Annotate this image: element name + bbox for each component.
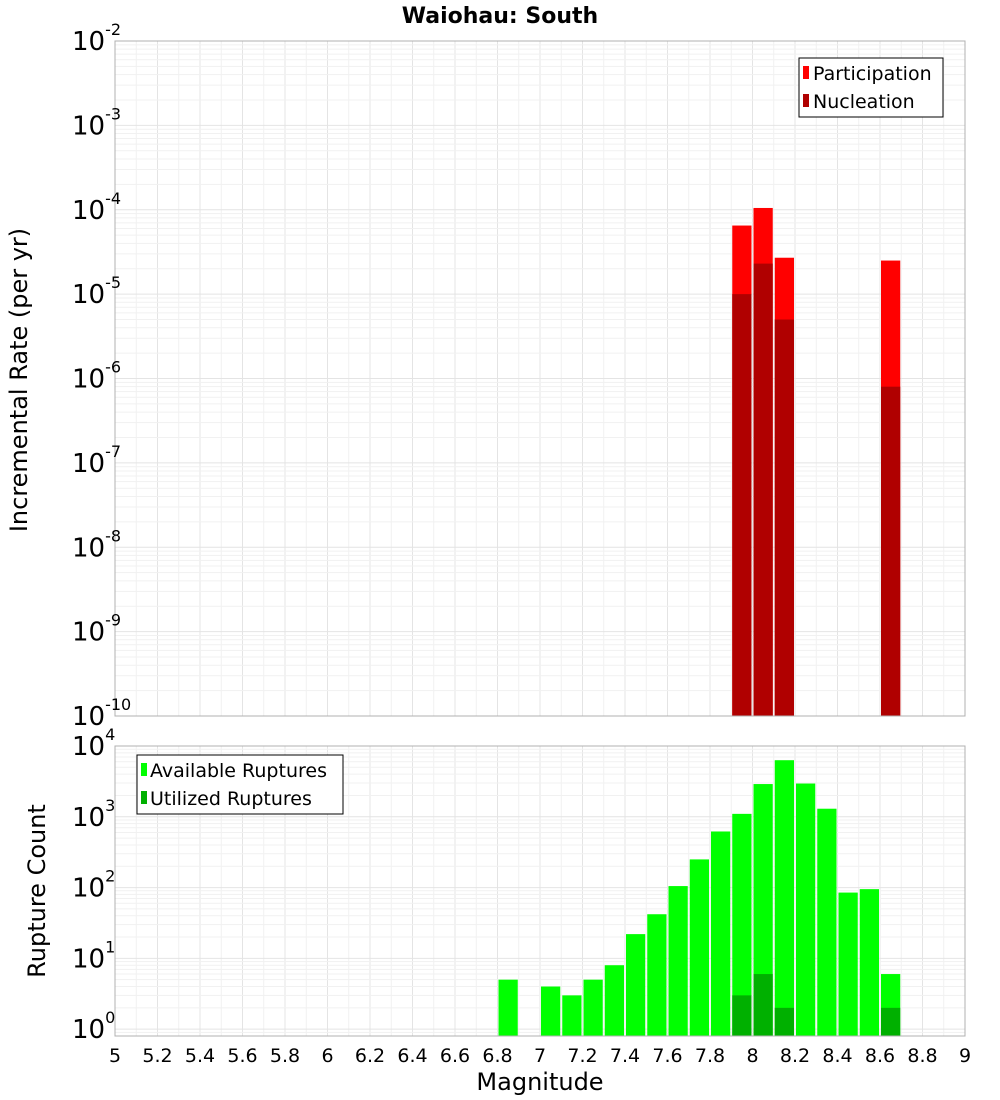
count-bar-available-ruptures	[711, 831, 731, 1036]
count-plot-frame	[114, 745, 966, 1037]
count-panel: 100 101 102 103 104 5 5.2 5.4 5.6 5.8 6 6.2 6.4 6.6 6…	[23, 725, 971, 1096]
x-tick-label: 8	[746, 1045, 758, 1067]
count-bar-available-ruptures	[541, 986, 561, 1036]
rate-y-tick-label: 10-6	[72, 358, 121, 395]
x-tick-label: 6.6	[440, 1045, 470, 1067]
count-bar-available-ruptures	[498, 979, 518, 1036]
count-bar-utilized-ruptures	[774, 1007, 794, 1036]
rate-bars	[732, 207, 901, 716]
legend-swatch-nucleation	[803, 94, 809, 107]
count-y-tick-label: 100	[72, 1008, 115, 1045]
count-legend: Available Ruptures Utilized Ruptures	[136, 754, 344, 815]
count-bar-available-ruptures	[668, 886, 688, 1036]
count-bar-utilized-ruptures	[732, 995, 752, 1036]
rate-y-tick-label: 10-4	[72, 189, 121, 226]
rate-legend: Participation Nucleation	[798, 57, 944, 118]
rate-y-axis-label: Incremental Rate (per yr)	[5, 228, 33, 532]
x-tick-label: 6.2	[355, 1045, 385, 1067]
x-tick-label: 8.6	[865, 1045, 895, 1067]
count-bar-available-ruptures	[562, 995, 582, 1036]
legend-swatch-available	[141, 763, 147, 776]
x-tick-label: 7.8	[695, 1045, 725, 1067]
legend-label-nucleation: Nucleation	[813, 91, 915, 113]
x-tick-label: 7.6	[652, 1045, 682, 1067]
count-bar-available-ruptures	[604, 965, 624, 1036]
rate-y-tick-label: 10-5	[72, 273, 121, 310]
x-tick-labels: 5 5.2 5.4 5.6 5.8 6 6.2 6.4 6.6 6.8 7 7.2 7.4 7.6 7.8 8…	[109, 1045, 971, 1067]
count-bar-available-ruptures	[774, 760, 794, 1036]
count-bar-available-ruptures	[626, 934, 646, 1036]
rate-legend-box	[798, 57, 944, 118]
x-tick-label: 9	[959, 1045, 971, 1067]
count-y-tick-label: 104	[72, 725, 115, 762]
legend-label-participation: Participation	[813, 63, 932, 85]
count-bar-available-ruptures	[817, 808, 837, 1036]
count-bar-available-ruptures	[859, 889, 879, 1036]
x-tick-label: 7	[534, 1045, 546, 1067]
x-tick-label: 5.4	[185, 1045, 215, 1067]
x-tick-label: 8.4	[822, 1045, 852, 1067]
rate-gridlines	[114, 41, 966, 717]
rate-y-tick-label: 10-2	[72, 20, 121, 57]
legend-label-utilized: Utilized Ruptures	[150, 788, 312, 810]
rate-y-tick-label: 10-8	[72, 526, 121, 563]
x-tick-label: 8.8	[907, 1045, 937, 1067]
rate-bar-nucleation	[774, 319, 794, 716]
count-bar-available-ruptures	[838, 892, 858, 1036]
x-tick-label: 5	[109, 1045, 121, 1067]
count-y-tick-labels: 100 101 102 103 104	[72, 725, 115, 1045]
count-y-axis-label: Rupture Count	[23, 804, 51, 978]
count-bar-available-ruptures	[796, 783, 816, 1036]
x-tick-label: 5.8	[270, 1045, 300, 1067]
x-axis-label: Magnitude	[476, 1068, 603, 1096]
x-tick-label: 8.2	[780, 1045, 810, 1067]
count-bar-available-ruptures	[583, 979, 603, 1036]
legend-label-available: Available Ruptures	[150, 760, 327, 782]
rate-y-tick-label: 10-9	[72, 611, 121, 648]
rate-bar-nucleation	[881, 386, 901, 716]
rate-y-tick-labels: 10-10 10-9 10-8 10-7 10-6 10-5 10-4 10-3 10-2	[72, 20, 131, 732]
rate-bar-nucleation	[732, 294, 752, 716]
rate-bar-nucleation	[753, 263, 773, 716]
legend-swatch-participation	[803, 66, 809, 79]
count-bar-available-ruptures	[647, 914, 667, 1036]
x-tick-label: 6	[321, 1045, 333, 1067]
count-y-tick-label: 102	[72, 867, 115, 904]
chart-title: Waiohau: South	[402, 4, 598, 29]
rate-y-tick-label: 10-10	[72, 695, 131, 732]
rate-y-tick-label: 10-7	[72, 442, 121, 479]
x-tick-label: 5.2	[142, 1045, 172, 1067]
x-tick-label: 7.4	[610, 1045, 640, 1067]
count-bar-utilized-ruptures	[753, 974, 773, 1036]
count-bar-utilized-ruptures	[881, 1007, 901, 1036]
rate-plot-frame	[114, 40, 966, 717]
rate-y-tick-label: 10-3	[72, 104, 121, 141]
rate-panel: 10-10 10-9 10-8 10-7 10-6 10-5 10-4 10-3 10-2 In…	[5, 20, 966, 732]
count-bar-available-ruptures	[732, 813, 752, 1036]
x-tick-label: 7.2	[567, 1045, 597, 1067]
legend-swatch-utilized	[141, 791, 147, 804]
x-tick-label: 6.4	[397, 1045, 427, 1067]
x-tick-label: 5.6	[227, 1045, 257, 1067]
count-legend-box	[136, 754, 344, 815]
count-y-tick-label: 101	[72, 937, 115, 974]
count-bar-available-ruptures	[689, 859, 709, 1036]
count-bars	[498, 760, 901, 1036]
count-bar-available-ruptures	[753, 784, 773, 1036]
x-tick-label: 6.8	[482, 1045, 512, 1067]
count-y-tick-label: 103	[72, 796, 115, 833]
